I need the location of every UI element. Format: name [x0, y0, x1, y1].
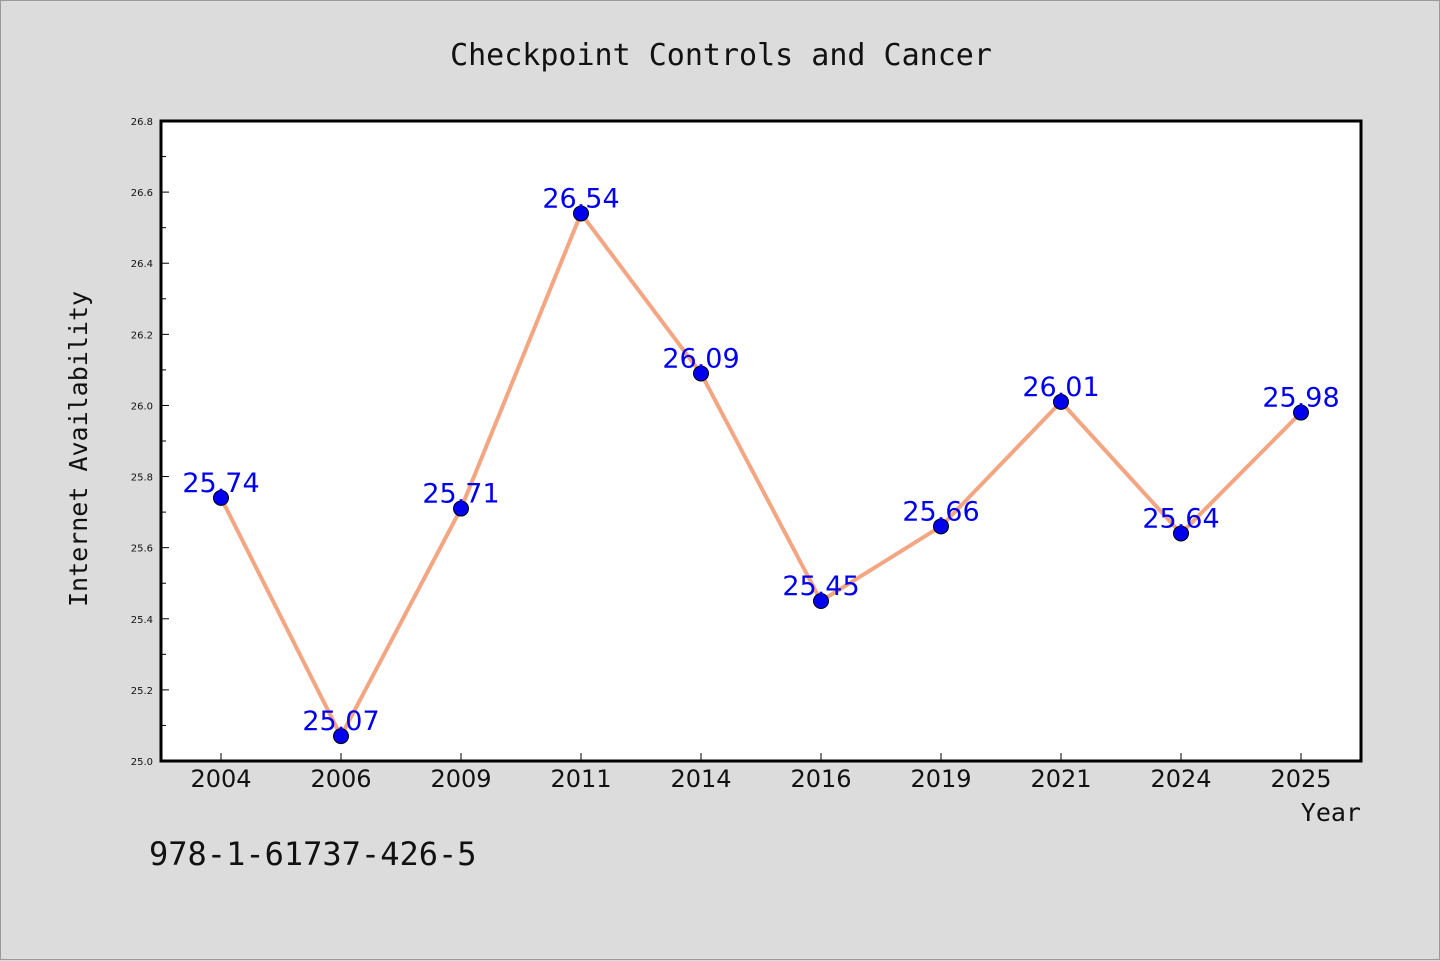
- x-tick-label: 2025: [1270, 765, 1331, 793]
- data-point: [1293, 404, 1309, 421]
- chart-title: Checkpoint Controls and Cancer: [450, 38, 992, 73]
- x-axis: 2004 2006 2009 2011 2014 2016 2019 2021 2024 2025: [190, 753, 1332, 793]
- x-tick-label: 2004: [190, 765, 251, 793]
- x-tick-label: 2006: [310, 765, 371, 793]
- y-tick-label: 25.8: [131, 473, 153, 484]
- y-tick-label: 26.2: [131, 330, 153, 341]
- data-label: 25.07: [302, 706, 379, 737]
- data-point: [333, 728, 349, 745]
- y-tick-label: 26.0: [131, 401, 153, 412]
- data-label: 25.71: [422, 479, 499, 510]
- data-label: 25.98: [1262, 383, 1339, 414]
- data-point: [813, 593, 829, 609]
- x-tick-label: 2024: [1150, 765, 1211, 793]
- y-tick-label: 26.8: [131, 117, 153, 128]
- y-tick-label: 25.2: [131, 686, 153, 697]
- y-tick-label: 26.6: [131, 188, 153, 199]
- y-axis-label: Internet Availability: [64, 291, 93, 607]
- y-tick-label: 25.0: [131, 757, 153, 768]
- x-tick-label: 2014: [670, 765, 731, 793]
- data-label: 26.54: [542, 183, 619, 214]
- data-label: 25.66: [902, 496, 979, 527]
- data-label: 25.45: [782, 571, 859, 602]
- series-line: [219, 211, 1303, 739]
- x-tick-label: 2009: [430, 765, 491, 793]
- data-point: [213, 489, 229, 506]
- plot-area: [159, 119, 1363, 763]
- data-point: [933, 518, 949, 535]
- y-tick-label: 25.4: [131, 615, 153, 626]
- isbn-annotation: 978-1-61737-426-5: [149, 835, 477, 873]
- y-tick-label: 26.4: [131, 259, 153, 270]
- series-group: 25.74 25.07 25.71 26.54 26.09 25.45 25.66 26.01…: [182, 183, 1340, 745]
- data-point: [1053, 393, 1069, 410]
- data-label: 25.64: [1142, 503, 1219, 534]
- data-label: 25.74: [182, 468, 259, 499]
- data-point: [1173, 525, 1189, 542]
- data-label: 26.01: [1022, 372, 1099, 403]
- data-point: [453, 500, 469, 517]
- x-tick-label: 2021: [1030, 765, 1091, 793]
- data-label: 26.09: [662, 343, 739, 374]
- x-tick-label: 2016: [790, 765, 851, 793]
- data-point: [573, 205, 589, 222]
- y-axis: 25.0 25.2 25.4 25.6 25.8 26.0 26.2 26.4 26.6 26.8: [131, 117, 169, 768]
- x-tick-label: 2019: [910, 765, 971, 793]
- x-axis-label: Year: [1301, 798, 1361, 827]
- y-tick-label: 25.6: [131, 544, 153, 555]
- data-point: [693, 365, 709, 382]
- x-tick-label: 2011: [550, 765, 611, 793]
